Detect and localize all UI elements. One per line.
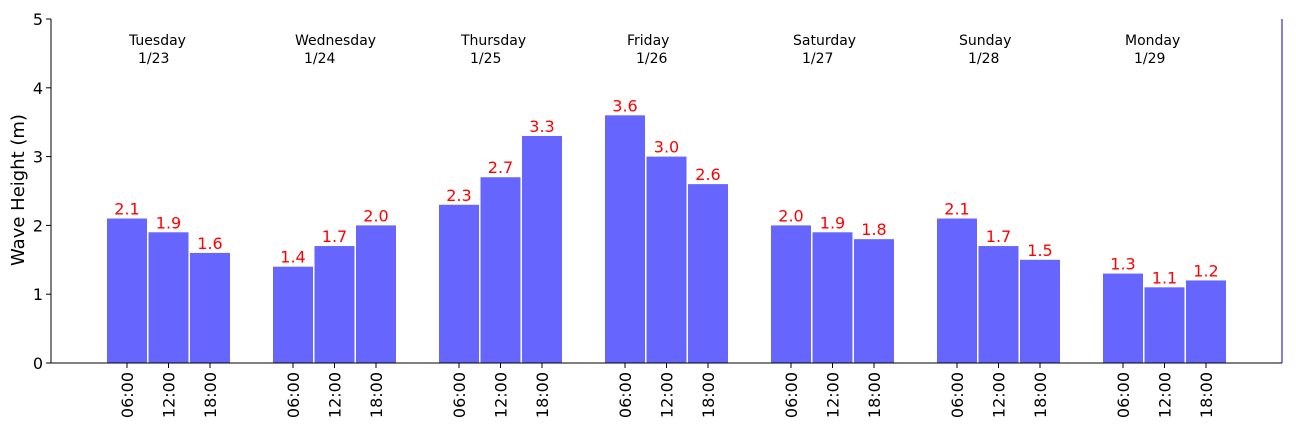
x-tick-label: 06:00 (284, 372, 303, 418)
bar-friday-1800 (688, 184, 728, 363)
x-tick-label: 18:00 (699, 372, 718, 418)
bars-layer (107, 115, 1226, 363)
x-tick-label: 12:00 (824, 372, 843, 418)
data-label: 1.2 (1193, 261, 1218, 280)
data-label: 1.5 (1027, 241, 1052, 260)
data-labels-layer: 2.1 1.9 1.6 1.4 1.7 2.0 2.3 2.7 3.3 3.6 3.0 2.6 2.0 1… (114, 96, 1218, 287)
day-name-label: Monday (1125, 33, 1180, 49)
bar-saturday-1200 (812, 232, 853, 363)
y-axis-label: Wave Height (m) (8, 114, 29, 266)
y-tick-label: 0 (33, 354, 43, 373)
x-tick-label: 18:00 (1031, 372, 1050, 418)
x-tick-label: 18:00 (1197, 372, 1216, 418)
bar-thursday-1800 (522, 135, 562, 363)
day-date-label: 1/28 (968, 51, 999, 67)
data-label: 2.1 (944, 200, 969, 219)
x-tick-label: 12:00 (492, 372, 511, 418)
data-label: 1.3 (1110, 255, 1135, 274)
data-label: 1.1 (1152, 268, 1177, 287)
bar-wednesday-1200 (314, 246, 355, 363)
bar-sunday-0600 (937, 218, 977, 363)
data-label: 1.7 (986, 227, 1011, 246)
day-name-label: Friday (627, 33, 669, 49)
bar-wednesday-1800 (356, 225, 396, 363)
day-name-label: Saturday (793, 33, 856, 49)
day-date-label: 1/25 (470, 51, 501, 67)
day-name-label: Tuesday (128, 33, 186, 49)
y-tick-label: 3 (33, 148, 43, 167)
data-label: 2.0 (363, 206, 388, 225)
data-label: 2.6 (695, 165, 720, 184)
x-tick-label: 06:00 (948, 372, 967, 418)
x-tick-label: 18:00 (533, 372, 552, 418)
day-date-label: 1/29 (1134, 51, 1165, 67)
y-tick-label: 1 (33, 285, 43, 304)
x-tick-label: 06:00 (782, 372, 801, 418)
bar-thursday-1200 (480, 177, 521, 363)
data-label: 3.3 (529, 117, 554, 136)
bar-tuesday-0600 (107, 218, 147, 363)
data-label: 1.6 (197, 234, 222, 253)
data-label: 1.8 (861, 220, 886, 239)
data-label: 2.7 (488, 158, 513, 177)
bar-monday-1800 (1186, 280, 1226, 363)
x-tick-label: 12:00 (326, 372, 345, 418)
x-tick-label: 18:00 (865, 372, 884, 418)
bar-friday-0600 (605, 115, 645, 363)
x-tick-label: 12:00 (990, 372, 1009, 418)
bar-sunday-1200 (978, 246, 1019, 363)
bar-sunday-1800 (1020, 259, 1060, 363)
bar-wednesday-0600 (273, 266, 313, 363)
axes-layer: 06:00 12:00 18:00 06:00 12:00 18:00 06:00 12:00… (33, 10, 1283, 418)
x-tick-label: 06:00 (450, 372, 469, 418)
bar-thursday-0600 (439, 204, 479, 363)
day-name-label: Wednesday (295, 33, 376, 49)
x-tick-label: 06:00 (1114, 372, 1133, 418)
data-label: 1.9 (820, 213, 845, 232)
bar-tuesday-1800 (190, 252, 230, 363)
x-tick-label: 12:00 (160, 372, 179, 418)
data-label: 1.7 (322, 227, 347, 246)
day-date-label: 1/23 (138, 51, 169, 67)
day-date-label: 1/24 (304, 51, 336, 67)
bar-monday-1200 (1144, 287, 1185, 363)
y-tick-label: 4 (33, 79, 43, 98)
y-tick-label: 2 (33, 216, 43, 235)
data-label: 2.1 (114, 200, 139, 219)
x-tick-label: 06:00 (616, 372, 635, 418)
y-tick-label: 5 (33, 10, 43, 29)
day-date-label: 1/27 (802, 51, 833, 67)
x-tick-label: 06:00 (118, 372, 137, 418)
bar-tuesday-1200 (148, 232, 189, 363)
bar-friday-1200 (646, 156, 687, 363)
x-tick-label: 18:00 (367, 372, 386, 418)
data-label: 1.9 (156, 213, 181, 232)
bar-saturday-1800 (854, 239, 894, 363)
x-tick-label: 12:00 (658, 372, 677, 418)
bar-saturday-0600 (771, 225, 811, 363)
bar-monday-0600 (1103, 273, 1143, 363)
data-label: 3.6 (612, 96, 637, 115)
day-date-label: 1/26 (636, 51, 668, 67)
data-label: 1.4 (280, 248, 305, 267)
data-label: 3.0 (654, 138, 679, 157)
data-label: 2.3 (446, 186, 471, 205)
day-name-label: Thursday (460, 33, 526, 49)
day-name-label: Sunday (959, 33, 1011, 49)
x-tick-label: 12:00 (1156, 372, 1175, 418)
x-tick-label: 18:00 (201, 372, 220, 418)
data-label: 2.0 (778, 206, 803, 225)
day-labels-layer: Tuesday 1/23 Wednesday 1/24 Thursday 1/25 Frid… (128, 33, 1180, 67)
